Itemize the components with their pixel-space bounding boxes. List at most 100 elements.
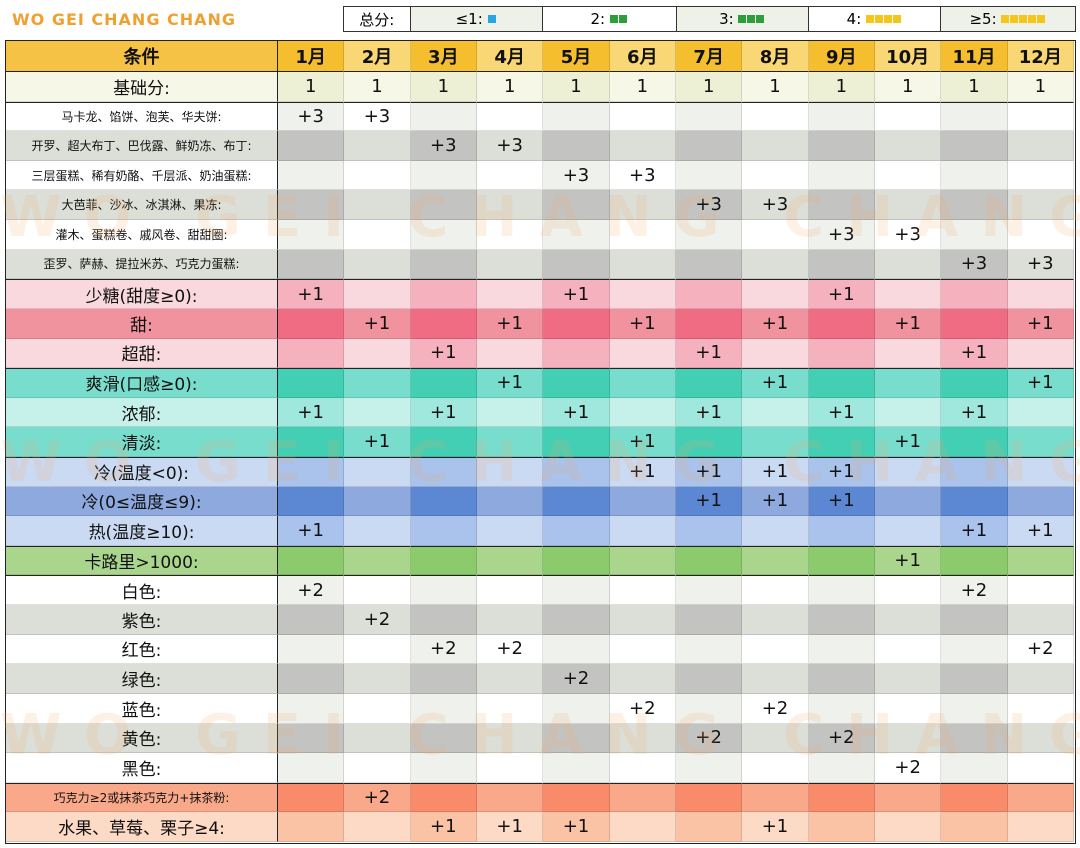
cell [344,397,411,428]
cell [278,457,345,487]
row-label: 热(温度≥10): [6,516,278,546]
cell [609,545,676,576]
cell [1007,397,1074,428]
cell [609,605,676,635]
column-header: 条件 [6,41,278,72]
cell [941,753,1008,783]
cell [410,486,477,517]
cell [808,160,875,191]
cell [543,753,610,783]
cell [477,753,544,783]
cell: 1 [808,72,875,102]
row-label: 大芭菲、沙冰、冰淇淋、果冻: [6,190,278,221]
cell [477,101,544,132]
row-label: 灌木、蛋糕卷、戚风卷、甜甜圈: [6,220,278,250]
cell [543,190,610,221]
legend-text: ≤1: [455,10,483,28]
cell [808,664,875,694]
cell [875,279,942,309]
cell [742,249,809,280]
cell: +1 [278,279,345,309]
cell [543,486,610,517]
cell [410,249,477,280]
cell: +2 [278,575,345,606]
cell [344,545,411,576]
cell [676,308,743,339]
cell [1007,545,1074,576]
cell: +1 [875,427,942,457]
cell [676,634,743,665]
cell [278,427,345,457]
cell [742,545,809,576]
cell [543,101,610,132]
cell [875,190,942,221]
cell: +1 [477,368,544,398]
cell: +1 [742,308,809,339]
cell [543,516,610,546]
cell [941,308,1008,339]
cell: +3 [742,190,809,221]
cell [278,368,345,398]
cell [875,131,942,161]
cell [808,782,875,813]
cell: +1 [477,308,544,339]
cell [344,131,411,161]
cell: 1 [344,72,411,102]
cell [1007,190,1074,221]
cell: +3 [609,160,676,191]
cell: +1 [676,486,743,517]
cell [676,279,743,309]
cell: +2 [808,723,875,754]
cell: 1 [1007,72,1074,102]
cell [742,782,809,813]
cell [1007,753,1074,783]
cell [1007,486,1074,517]
cell [1007,723,1074,754]
cell [742,723,809,754]
cell [808,101,875,132]
row-label: 巧克力≥2或抹茶巧克力+抹茶粉: [6,782,278,813]
legend-text: 4: [846,10,862,28]
cell [543,605,610,635]
column-header: 8月 [742,41,809,72]
cell [344,220,411,250]
cell [941,160,1008,191]
cell [676,249,743,280]
cell: 1 [477,72,544,102]
cell [1007,664,1074,694]
cell [941,545,1008,576]
cell [875,664,942,694]
cell [410,693,477,724]
cell [344,723,411,754]
row-label: 清淡: [6,427,278,457]
cell [477,486,544,517]
cell [609,753,676,783]
cell [742,397,809,428]
cell [477,338,544,369]
cell: +1 [1007,516,1074,546]
cell: +1 [676,397,743,428]
row-label: 开罗、超大布丁、巴伐露、鲜奶冻、布丁: [6,131,278,161]
cell [808,575,875,606]
cell [609,220,676,250]
cell [609,249,676,280]
cell [410,368,477,398]
cell [543,457,610,487]
cell [278,812,345,842]
cell [609,516,676,546]
cell: +1 [477,812,544,842]
cell: +1 [742,457,809,487]
cell [609,101,676,132]
cell [410,575,477,606]
cell: +3 [676,190,743,221]
cell [742,634,809,665]
row-label: 歪罗、萨赫、提拉米苏、巧克力蛋糕: [6,249,278,280]
cell [808,427,875,457]
cell [609,279,676,309]
cell: 1 [875,72,942,102]
cell: +1 [1007,368,1074,398]
cell [410,516,477,546]
cell: +1 [808,279,875,309]
cell [941,693,1008,724]
cell [941,101,1008,132]
